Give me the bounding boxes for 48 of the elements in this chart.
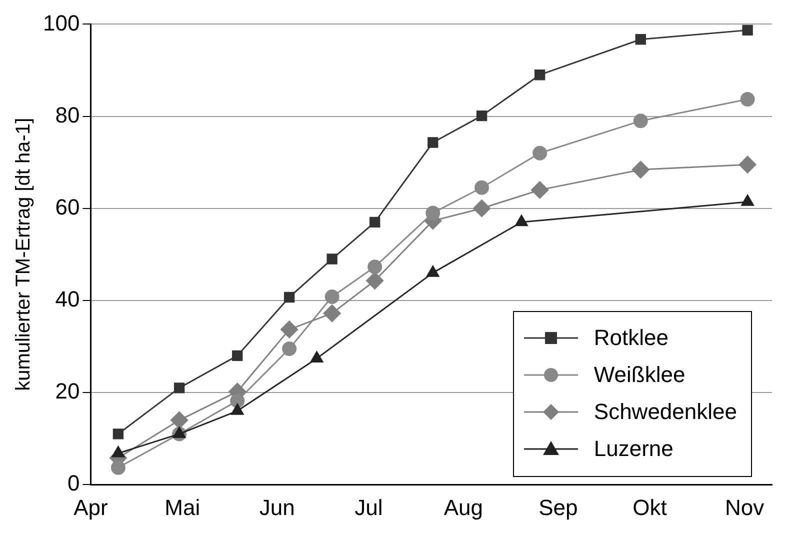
y-tick-label: 0 (67, 470, 80, 496)
y-tick-label: 20 (55, 378, 80, 404)
point (473, 200, 491, 218)
point (632, 160, 650, 178)
point (534, 70, 546, 80)
point (323, 304, 341, 322)
point (426, 206, 440, 220)
point (112, 428, 124, 440)
point (635, 34, 646, 45)
y-tick-label: 80 (55, 102, 80, 128)
point (110, 460, 126, 475)
point (326, 254, 338, 264)
legend-label: Schwedenklee (594, 399, 737, 426)
legend-label: Weißklee (594, 362, 686, 388)
point (366, 272, 384, 290)
point (282, 342, 297, 356)
y-tick-label: 60 (55, 194, 80, 220)
point (280, 320, 298, 338)
x-tick-label: Aug (444, 494, 484, 520)
x-tick-label: Jul (354, 494, 383, 520)
x-tick-label: Jun (259, 494, 295, 520)
point (284, 292, 295, 303)
point (740, 92, 755, 106)
point (633, 114, 648, 128)
y-tick-label: 100 (42, 10, 80, 36)
point (170, 411, 188, 429)
legend-label: Rotklee (594, 325, 668, 352)
point (474, 180, 490, 195)
point (476, 110, 488, 122)
point (174, 382, 185, 394)
point (232, 350, 243, 362)
x-tick-label: Sep (538, 494, 578, 520)
x-tick-label: Apr (74, 494, 108, 520)
point (324, 290, 340, 304)
x-tick-label: Okt (632, 494, 667, 520)
point (738, 156, 756, 174)
point (230, 394, 245, 408)
point (531, 181, 549, 199)
point (428, 137, 438, 148)
point (532, 146, 548, 160)
x-tick-label: Mai (164, 494, 200, 520)
legend-label: Luzerne (594, 436, 674, 462)
x-tick-label: Nov (724, 494, 764, 520)
y-tick-label: 40 (55, 286, 80, 312)
point (369, 216, 380, 228)
point (368, 260, 382, 274)
point (742, 24, 753, 36)
y-axis-title: kumulierter TM-Ertrag [dt ha-1] (12, 118, 35, 391)
